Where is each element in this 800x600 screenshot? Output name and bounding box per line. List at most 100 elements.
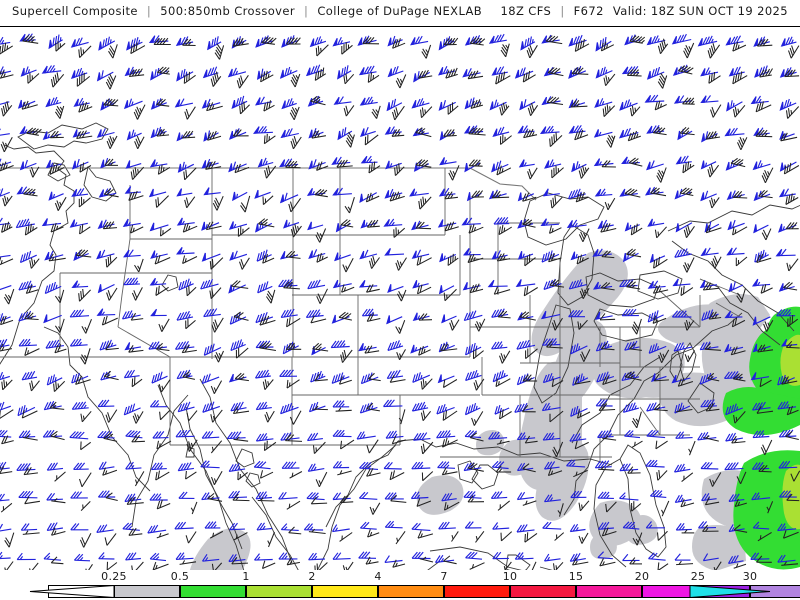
barb-full [785, 282, 793, 289]
barb-full [389, 193, 394, 202]
barb-full [392, 192, 397, 201]
barb-full [674, 464, 680, 473]
barb-staff [444, 226, 459, 232]
barb-full [233, 250, 238, 259]
barb-half [629, 102, 632, 107]
barb-full [81, 537, 86, 546]
barb-staff [79, 45, 92, 58]
barb-full [290, 228, 294, 238]
barb-full [182, 311, 188, 320]
barb-full [420, 445, 424, 454]
barb-full [572, 433, 578, 442]
barb-staff [650, 495, 667, 498]
barb-full [368, 372, 375, 380]
barb-half [8, 224, 11, 229]
barb-full [733, 35, 739, 44]
barb-full [52, 130, 59, 138]
barb-staff [784, 165, 800, 175]
barb-half [188, 225, 191, 230]
barb-full [152, 431, 159, 439]
barb-half [682, 345, 685, 350]
barb-full [450, 221, 455, 230]
barb-full [314, 37, 319, 46]
barb-full [23, 467, 29, 475]
barb-full [474, 127, 481, 135]
barb-full [787, 69, 793, 77]
barb-staff [286, 500, 301, 510]
barb-full [597, 430, 603, 438]
barb-pennant [150, 129, 155, 139]
barb-staff [419, 196, 432, 210]
barb-full [155, 471, 158, 481]
barb-full [396, 77, 402, 86]
barb-full [674, 249, 680, 258]
barb-full [626, 280, 634, 288]
barb-staff [570, 558, 586, 562]
barb-full [264, 379, 268, 388]
colorbar-segment[interactable] [312, 585, 378, 598]
barb-staff [580, 500, 590, 512]
colorbar-segment[interactable] [444, 585, 510, 598]
barb-pennant [126, 131, 131, 141]
colorbar-segment[interactable] [180, 585, 246, 598]
barb-full [677, 65, 686, 72]
barb-full [416, 249, 422, 258]
barb-staff [524, 287, 538, 297]
barb-full [288, 402, 293, 411]
barb-full [542, 521, 549, 529]
barb-full [450, 320, 455, 329]
barb-staff [529, 45, 538, 59]
barb-full [759, 38, 766, 47]
barb-staff [2, 104, 13, 117]
barb-staff [3, 136, 13, 153]
barb-half [759, 535, 762, 540]
barb-half [74, 222, 78, 227]
barb-staff [0, 499, 10, 502]
barb-full [389, 126, 395, 134]
barb-full [650, 187, 658, 194]
barb-full [256, 253, 260, 262]
barb-full [135, 37, 139, 46]
barb-full [204, 431, 211, 439]
barb-staff [419, 558, 434, 563]
barb-staff [290, 197, 302, 213]
barb-staff [707, 377, 720, 382]
barb-full [29, 223, 32, 233]
barb-half [525, 500, 528, 505]
barb-full [786, 493, 793, 501]
barb-half [55, 225, 59, 230]
barb-full [1, 436, 6, 445]
barb-full [465, 346, 468, 356]
barb-full [258, 491, 264, 499]
barb-staff [740, 471, 747, 485]
colorbar-segment[interactable] [510, 585, 576, 598]
barb-full [764, 169, 769, 178]
barb-pennant [148, 188, 154, 198]
barb-full [674, 553, 681, 561]
barb-full [387, 492, 394, 500]
barb-full [752, 430, 759, 438]
map-canvas[interactable] [0, 26, 800, 572]
barb-full [417, 461, 424, 469]
barb-full [233, 311, 241, 318]
barb-full [467, 71, 473, 79]
barb-full [3, 296, 10, 305]
barb-full [445, 70, 450, 79]
barb-full [496, 253, 502, 262]
colorbar-segment[interactable] [246, 585, 312, 598]
barb-full [421, 107, 425, 116]
barb-half [549, 497, 554, 502]
barb-full [499, 107, 503, 116]
colorbar-segment[interactable] [576, 585, 642, 598]
barb-full [310, 496, 317, 505]
barb-full [49, 166, 53, 175]
colorbar-strip[interactable] [0, 585, 800, 598]
barb-full [255, 340, 262, 348]
barb-half [621, 495, 626, 500]
colorbar[interactable]: 0.25 0.5 1 2 4 7 10 15 20 25 30 [0, 570, 800, 600]
barb-staff [100, 375, 117, 381]
barb-pennant [700, 160, 705, 170]
barb-full [604, 201, 609, 210]
colorbar-segment[interactable] [378, 585, 444, 598]
barb-full [283, 432, 289, 441]
